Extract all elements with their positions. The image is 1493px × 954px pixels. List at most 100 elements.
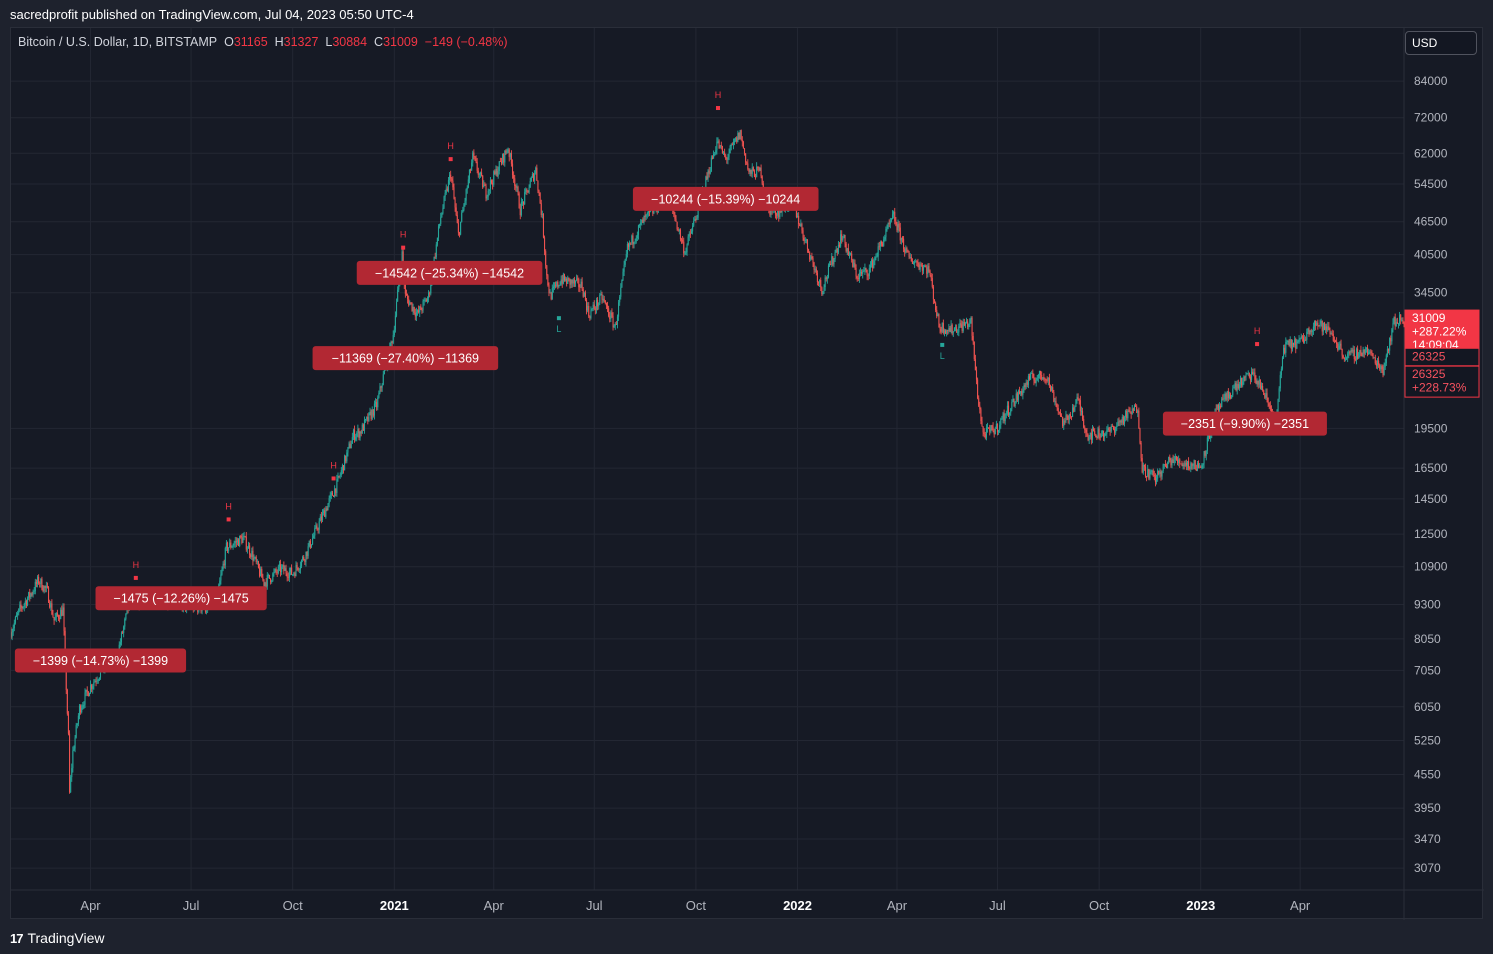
candle [72, 746, 74, 773]
candle [1070, 416, 1073, 421]
candle-body [960, 323, 962, 325]
candle-body [1210, 433, 1212, 439]
candle-body [295, 565, 297, 577]
x-tick-label: 2022 [783, 898, 812, 913]
candle-body [975, 370, 978, 380]
candle-body [949, 328, 951, 332]
candle-body [1359, 350, 1361, 354]
footer-brand[interactable]: TradingView [27, 930, 105, 946]
candle-body [390, 341, 392, 343]
x-tick-label: 2021 [380, 898, 409, 913]
candle [1384, 358, 1386, 370]
symbol-legend[interactable]: Bitcoin / U.S. Dollar, 1D, BITSTAMP O311… [18, 35, 508, 49]
candle-body [1172, 459, 1174, 463]
candle [1194, 460, 1196, 470]
candle-body [1117, 421, 1119, 426]
candle [821, 286, 823, 296]
candle-body [992, 426, 994, 431]
candle [471, 159, 473, 171]
candle-body [351, 437, 353, 444]
candle [1344, 354, 1347, 362]
candle-body [577, 278, 579, 280]
candle [973, 341, 975, 362]
candle-body [334, 488, 336, 497]
candle [479, 171, 482, 178]
candle-body [1266, 393, 1268, 398]
candle [1336, 337, 1338, 349]
candle-body [770, 207, 772, 215]
candle [812, 256, 814, 267]
candle-body [914, 261, 916, 264]
candle-body [546, 265, 548, 276]
high-marker: H [1254, 326, 1260, 347]
candle-body [1215, 408, 1217, 410]
candle [687, 234, 689, 246]
candle [1236, 380, 1238, 395]
candle [962, 318, 964, 333]
candle-body [526, 189, 528, 191]
candle [896, 222, 898, 233]
candle-body [819, 280, 821, 283]
candle [528, 184, 530, 195]
candle-body [1123, 416, 1126, 424]
price-chart[interactable]: 3070347039504550525060507050805093001090… [11, 28, 1484, 920]
candle-body [901, 237, 904, 239]
candle [242, 532, 244, 544]
candle [1109, 426, 1111, 436]
candle-body [254, 557, 256, 558]
currency-selector[interactable]: USD [1405, 31, 1477, 55]
candle-body [1267, 397, 1269, 404]
candle [380, 385, 382, 392]
candle-body [795, 205, 797, 218]
candle-body [608, 308, 610, 316]
candle-body [34, 581, 36, 592]
candle [857, 273, 859, 282]
candle-body [682, 239, 684, 242]
candle-body [1284, 347, 1286, 353]
candle-body [13, 622, 15, 629]
candle [281, 564, 283, 576]
candle [1014, 400, 1016, 408]
candle [956, 324, 958, 333]
candle-body [561, 279, 563, 284]
candle-body [1189, 467, 1191, 469]
price-tag-box [1404, 309, 1480, 356]
candle [481, 168, 483, 177]
candle-body [535, 167, 537, 174]
candle [895, 217, 897, 227]
candle [1265, 388, 1267, 400]
candle [257, 560, 259, 569]
candle-body [514, 178, 516, 187]
candle-body [761, 176, 763, 184]
candle [506, 148, 508, 154]
candle-body [920, 264, 922, 266]
candle-body [367, 416, 369, 422]
candle [1248, 372, 1250, 379]
y-tick-label: 10900 [1414, 560, 1448, 574]
candle-body [1056, 403, 1058, 408]
candle-body [469, 169, 472, 171]
candle [1099, 433, 1101, 441]
candle [1084, 425, 1086, 434]
candle-body [1343, 357, 1345, 360]
candle-body [1093, 428, 1095, 431]
candle-body [558, 285, 560, 287]
candle-body [283, 565, 285, 571]
candle-body [878, 246, 880, 248]
candle-body [443, 196, 445, 208]
candle [642, 217, 644, 223]
candle [508, 148, 510, 162]
candle [1148, 468, 1150, 481]
candle [271, 579, 273, 584]
candle [1391, 327, 1393, 345]
high-marker-label: H [330, 460, 337, 470]
candle [1370, 349, 1372, 356]
candle [1277, 398, 1279, 414]
candle [1188, 457, 1190, 471]
candle [756, 162, 758, 178]
candle [851, 250, 853, 263]
candle-body [80, 705, 82, 713]
candle [960, 319, 962, 328]
candle-body [602, 298, 604, 300]
candle-body [1085, 429, 1087, 433]
